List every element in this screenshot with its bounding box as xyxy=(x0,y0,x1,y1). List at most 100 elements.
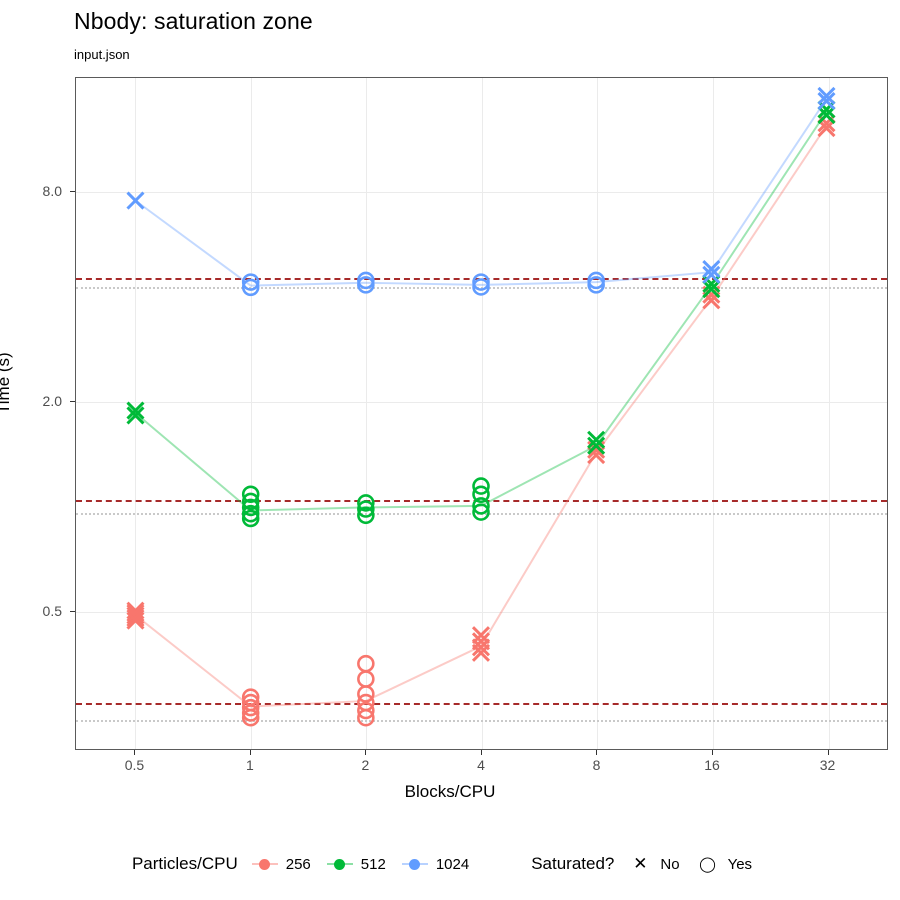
y-tick-mark xyxy=(70,191,75,193)
data-point-cross-unsaturated xyxy=(471,643,491,662)
data-point-cross-unsaturated xyxy=(126,191,145,210)
data-point-cross-unsaturated xyxy=(817,91,836,111)
legend-shape-group: Saturated? ✕ No ◯ Yes xyxy=(531,854,768,874)
legend-label: 256 xyxy=(285,855,311,873)
data-point-cross-unsaturated xyxy=(702,265,721,284)
data-point-circle-saturated xyxy=(241,278,260,297)
gridline-vertical xyxy=(597,78,599,749)
x-tick-mark xyxy=(596,750,598,755)
data-point-circle-saturated xyxy=(472,273,490,291)
cross-icon: ✕ xyxy=(633,854,648,873)
legend-colour-key-icon xyxy=(326,854,353,874)
legend-item-1024[interactable]: 1024 xyxy=(401,854,469,874)
legend: Particles/CPU 256 512 1024 Saturated? ✕ No ◯… xyxy=(0,843,900,885)
x-tick-mark xyxy=(249,750,251,755)
data-point-cross-unsaturated xyxy=(471,638,491,657)
y-tick-label: 0.5 xyxy=(42,603,62,620)
legend-label: 512 xyxy=(360,855,386,873)
data-point-circle-saturated xyxy=(357,506,375,525)
data-point-circle-saturated xyxy=(357,670,375,688)
x-tick-label: 8 xyxy=(592,757,601,773)
data-point-circle-saturated xyxy=(357,494,375,512)
gridline-horizontal xyxy=(76,402,887,404)
y-tick-label: 2.0 xyxy=(42,393,62,410)
data-point-circle-saturated xyxy=(472,477,490,495)
data-point-circle-saturated xyxy=(241,273,260,291)
legend-item-256[interactable]: 256 xyxy=(251,854,311,874)
legend-colour-key-icon xyxy=(401,854,428,874)
legend-label: Yes xyxy=(727,855,753,873)
y-tick-mark xyxy=(70,401,75,403)
data-point-cross-unsaturated xyxy=(126,606,145,625)
x-tick-mark xyxy=(365,750,367,755)
gridline-vertical xyxy=(481,78,483,749)
data-point-cross-unsaturated xyxy=(126,611,145,630)
x-tick-mark xyxy=(712,750,713,755)
reference-line-dotted xyxy=(76,720,887,723)
series-line-256 xyxy=(134,125,828,708)
gridline-horizontal xyxy=(76,612,887,614)
data-point-circle-saturated xyxy=(241,698,260,717)
data-point-cross-unsaturated xyxy=(817,119,836,138)
plot-subtitle: input.json xyxy=(74,47,130,62)
y-tick-label: 8.0 xyxy=(42,183,62,200)
legend-shape-item-yes[interactable]: ◯ Yes xyxy=(696,854,752,874)
data-point-cross-unsaturated xyxy=(126,401,145,420)
x-tick-label: 1 xyxy=(246,757,254,773)
data-point-cross-unsaturated xyxy=(587,436,606,455)
series-line-1024 xyxy=(134,98,828,287)
data-point-circle-saturated xyxy=(241,509,260,528)
data-point-circle-saturated xyxy=(357,654,375,673)
data-point-circle-saturated xyxy=(357,500,375,518)
data-point-cross-unsaturated xyxy=(702,280,721,299)
data-point-circle-saturated xyxy=(472,485,490,504)
series-line-512 xyxy=(134,111,828,512)
legend-item-512[interactable]: 512 xyxy=(326,854,386,874)
gridline-vertical xyxy=(713,78,714,749)
data-point-circle-saturated xyxy=(241,498,260,517)
data-point-circle-saturated xyxy=(357,701,375,720)
gridline-horizontal xyxy=(76,192,887,194)
data-point-cross-unsaturated xyxy=(126,609,145,628)
y-tick-mark xyxy=(70,611,75,613)
x-tick-label: 32 xyxy=(819,757,836,773)
x-tick-label: 0.5 xyxy=(124,757,145,773)
data-point-cross-unsaturated xyxy=(587,430,606,449)
legend-shape-item-no[interactable]: ✕ No xyxy=(628,854,679,874)
data-point-cross-unsaturated xyxy=(817,86,836,105)
y-axis-title: Time (s) xyxy=(0,352,13,414)
legend-colour-group: Particles/CPU 256 512 1024 xyxy=(132,854,485,874)
series-1024 xyxy=(126,86,836,297)
data-point-cross-unsaturated xyxy=(702,259,721,279)
page-title: Nbody: saturation zone xyxy=(74,8,313,34)
x-tick-label: 2 xyxy=(361,757,370,773)
circle-icon: ◯ xyxy=(699,856,716,873)
x-tick-mark xyxy=(827,750,829,755)
x-tick-mark xyxy=(480,750,482,755)
data-point-cross-unsaturated xyxy=(817,100,836,119)
data-point-circle-saturated xyxy=(357,685,375,703)
gridline-vertical xyxy=(250,78,252,749)
data-point-circle-saturated xyxy=(241,708,260,727)
data-point-circle-saturated xyxy=(472,497,490,515)
x-tick-mark xyxy=(134,750,136,755)
data-point-circle-saturated xyxy=(241,504,260,523)
legend-label: No xyxy=(660,855,680,873)
data-series-layer xyxy=(126,86,836,727)
data-point-circle-saturated xyxy=(472,503,490,521)
data-point-circle-saturated xyxy=(241,485,260,504)
data-point-cross-unsaturated xyxy=(126,406,145,425)
data-point-circle-saturated xyxy=(587,276,605,294)
x-tick-label: 4 xyxy=(477,757,485,773)
gridline-vertical xyxy=(828,78,830,749)
data-point-circle-saturated xyxy=(241,492,260,511)
data-point-circle-saturated xyxy=(357,276,375,294)
legend-shape-title: Saturated? xyxy=(531,854,615,873)
reference-line-dashed xyxy=(76,702,887,705)
legend-colour-key-icon xyxy=(251,854,278,874)
legend-colour-title: Particles/CPU xyxy=(131,854,238,873)
x-axis-title: Blocks/CPU xyxy=(404,782,496,801)
data-point-cross-unsaturated xyxy=(817,114,836,133)
data-point-cross-unsaturated xyxy=(817,106,836,125)
